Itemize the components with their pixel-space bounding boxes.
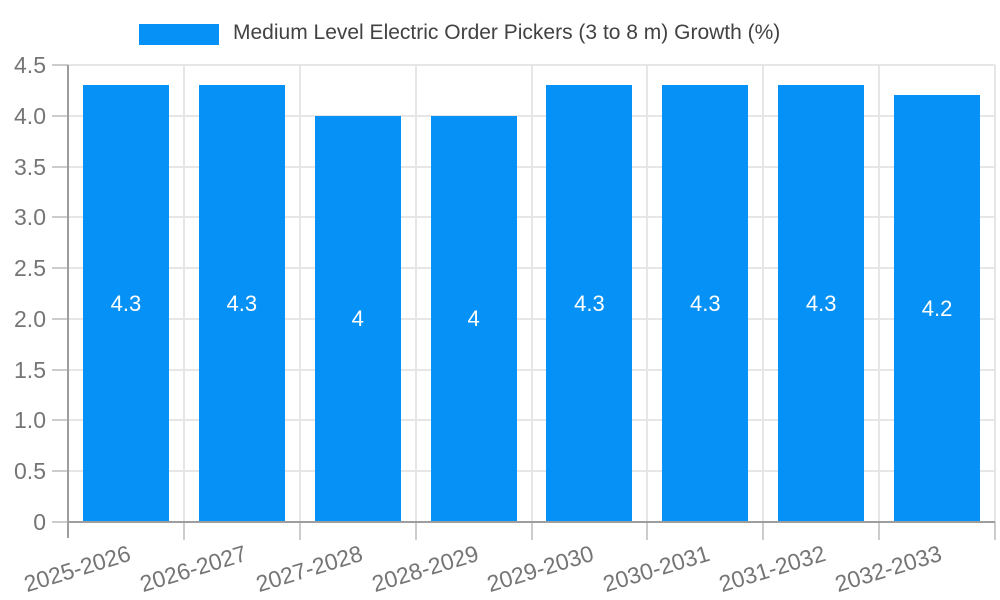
legend-swatch[interactable]	[139, 24, 219, 45]
x-tick	[646, 522, 649, 540]
x-gridline	[182, 65, 185, 522]
y-tick-label: 0	[33, 509, 46, 535]
x-gridline	[878, 65, 881, 522]
x-gridline	[646, 65, 649, 522]
y-tick-label: 2.0	[14, 305, 46, 332]
y-tick	[52, 267, 68, 270]
x-gridline	[414, 65, 417, 522]
y-tick-label: 0.5	[14, 458, 46, 485]
bar[interactable]	[430, 115, 517, 522]
bar[interactable]	[778, 85, 865, 522]
bar-value-label: 4.3	[226, 290, 258, 316]
bar[interactable]	[894, 95, 981, 522]
bar-value-label: 4.3	[805, 290, 837, 316]
y-tick-label: 3.0	[14, 204, 46, 231]
y-tick-label: 3.5	[14, 153, 46, 180]
bar-value-label: 4.3	[574, 290, 605, 316]
y-tick-label: 4.5	[14, 52, 46, 78]
bar[interactable]	[82, 85, 169, 522]
legend-label[interactable]: Medium Level Electric Order Pickers (3 t…	[233, 21, 781, 44]
x-gridline	[298, 65, 301, 522]
bar[interactable]	[662, 85, 749, 522]
x-tick	[994, 522, 996, 540]
bar[interactable]	[314, 115, 401, 522]
x-tick	[878, 522, 881, 540]
x-tick	[762, 522, 765, 540]
bar[interactable]	[546, 85, 633, 522]
x-tick	[530, 522, 533, 540]
y-tick-label: 2.5	[14, 255, 46, 282]
bar-value-label: 4	[467, 305, 480, 331]
bar-value-label: 4.2	[921, 295, 953, 321]
y-tick-label: 1.0	[14, 407, 46, 434]
y-axis-line	[67, 65, 69, 538]
x-axis-line	[67, 521, 995, 523]
y-tick	[52, 470, 68, 473]
x-tick	[182, 522, 185, 540]
x-tick	[298, 522, 301, 540]
y-tick	[52, 165, 68, 168]
y-tick	[52, 419, 68, 422]
x-tick-label: 2032-2033	[831, 540, 945, 598]
x-gridline	[530, 65, 533, 522]
x-gridline	[762, 65, 765, 522]
bar[interactable]	[198, 85, 285, 522]
y-tick-label: 1.5	[14, 356, 46, 383]
y-tick	[52, 368, 68, 371]
bar-value-label: 4	[351, 305, 364, 331]
x-tick	[414, 522, 417, 540]
y-tick	[52, 216, 68, 219]
bar-value-label: 4.3	[690, 290, 721, 316]
y-tick-label: 4.0	[14, 102, 46, 129]
bar-value-label: 4.3	[110, 290, 142, 316]
y-tick	[52, 317, 68, 320]
x-gridline	[994, 65, 996, 522]
y-tick	[52, 521, 68, 523]
y-tick	[52, 114, 68, 117]
y-tick	[52, 64, 68, 66]
